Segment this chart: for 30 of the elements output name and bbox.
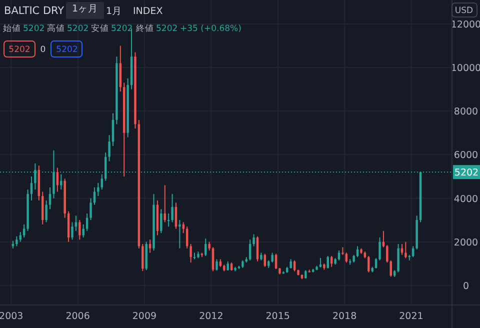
annotation: 5202 bbox=[56, 45, 78, 55]
annotation: 終値 bbox=[135, 23, 154, 34]
annotation: 5202 bbox=[156, 24, 178, 34]
annotation: 5202 bbox=[8, 45, 30, 55]
annotation: 1月 bbox=[106, 6, 122, 17]
x-tick-label: 2012 bbox=[199, 311, 224, 322]
y-tick-label: 4000 bbox=[454, 194, 478, 205]
x-tick-label: 2015 bbox=[266, 311, 290, 322]
x-tick-label: 2021 bbox=[399, 311, 424, 322]
x-tick-label: 2003 bbox=[0, 311, 24, 322]
text: USD bbox=[454, 6, 474, 16]
annotation: 高値 bbox=[47, 23, 65, 34]
annotation: 安値 bbox=[91, 23, 109, 34]
y-tick-label: 6000 bbox=[454, 150, 478, 162]
x-tick-label: 2018 bbox=[332, 311, 357, 322]
text: BALTIC DRY bbox=[4, 5, 65, 17]
annotation: 始値 bbox=[3, 23, 21, 34]
y-tick-label: 8000 bbox=[454, 106, 478, 118]
x-tick-label: 2009 bbox=[132, 311, 157, 322]
annotation: 0 bbox=[40, 45, 46, 55]
annotation: INDEX bbox=[133, 6, 164, 17]
y-tick-label: 0 bbox=[462, 280, 470, 292]
y-tick-label: 2000 bbox=[454, 237, 478, 248]
annotation: +35 (+0.68%) bbox=[180, 24, 242, 34]
x-tick-label: 2006 bbox=[66, 311, 90, 322]
annotation: 1ヶ月 bbox=[72, 4, 98, 14]
annotation: 5202 bbox=[23, 24, 45, 34]
annotation: 5202 bbox=[67, 24, 89, 34]
ref-line-label: 5202 bbox=[454, 168, 479, 179]
annotation: 5202 bbox=[111, 24, 133, 34]
